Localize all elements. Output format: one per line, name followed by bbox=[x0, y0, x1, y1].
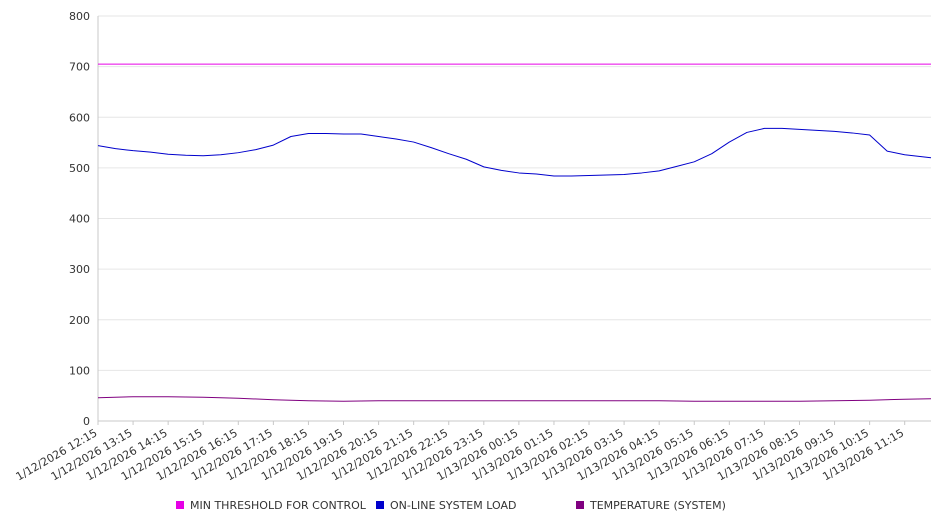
legend-swatch bbox=[376, 501, 384, 509]
y-tick-label: 300 bbox=[69, 263, 90, 276]
y-tick-label: 200 bbox=[69, 314, 90, 327]
grid-lines bbox=[98, 15, 931, 371]
series-lines bbox=[97, 63, 932, 402]
y-tick-labels: 0 100 200 300 400 500 600 700 800 bbox=[69, 10, 90, 428]
legend-swatch bbox=[576, 501, 584, 509]
y-tick-label: 600 bbox=[69, 111, 90, 124]
x-tick-labels: 1/12/2026 12:151/12/2026 13:151/12/2026 … bbox=[14, 426, 907, 483]
legend: MIN THRESHOLD FOR CONTROL ON-LINE SYSTEM … bbox=[176, 499, 726, 512]
y-tick-label: 500 bbox=[69, 162, 90, 175]
axes bbox=[97, 16, 931, 425]
series-line-3 bbox=[97, 396, 932, 402]
y-tick-label: 400 bbox=[69, 213, 90, 226]
legend-label: ON-LINE SYSTEM LOAD bbox=[390, 499, 516, 512]
legend-swatch bbox=[176, 501, 184, 509]
y-tick-label: 100 bbox=[69, 364, 90, 377]
y-tick-label: 800 bbox=[69, 10, 90, 23]
y-tick-label: 0 bbox=[83, 415, 90, 428]
legend-label: TEMPERATURE (SYSTEM) bbox=[589, 499, 726, 512]
legend-label: MIN THRESHOLD FOR CONTROL bbox=[190, 499, 367, 512]
y-tick-label: 700 bbox=[69, 61, 90, 74]
series-line-2 bbox=[97, 127, 932, 177]
